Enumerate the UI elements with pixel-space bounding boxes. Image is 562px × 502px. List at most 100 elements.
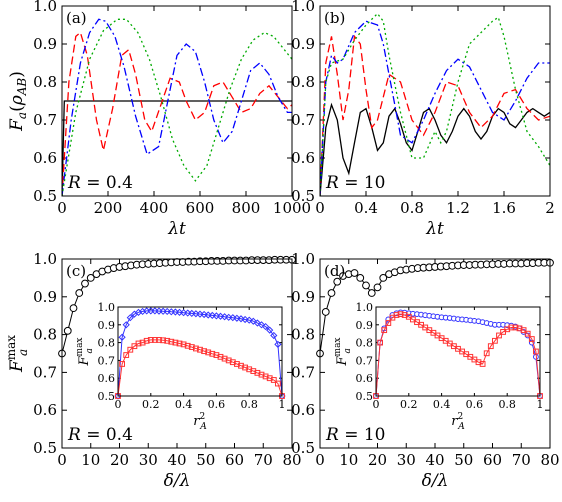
data-point [362,281,370,290]
series-line-0 [62,100,292,196]
x-tick-label: 40 [425,451,444,469]
x-tick-label: 30 [397,451,416,469]
x-axis-label: δ/λ [422,471,449,491]
y-tick-label: 0.7 [291,363,315,381]
x-tick-label: 0.2 [142,398,160,411]
r-annotation: R = 10 [325,173,386,193]
x-tick-label: 50 [196,451,215,469]
panel-top-right: 0 0.4 0.8 1.2 1.6 2 0.5 0.6 0.7 0.8 0.9 1.0 (b) R = 1… [291,0,555,239]
data-point [321,308,330,316]
data-point [377,339,384,346]
x-tick-label: 0.8 [240,398,258,411]
x-tick-label: 10 [81,451,100,469]
data-point [487,343,494,350]
y-tick-label: 0.8 [33,73,57,91]
data-point [143,337,150,344]
y-tick-label: 0.6 [356,372,374,385]
x-tick-label: 30 [139,451,158,469]
y-tick-label: 1.0 [356,301,374,314]
data-point [126,314,134,322]
data-point [63,326,72,335]
panel-label: (a) [66,9,87,27]
x-tick-label: 60 [483,451,502,469]
x-tick-label: 20 [368,451,387,469]
data-point [242,364,248,371]
data-point [520,327,527,334]
plot-frame [319,5,551,197]
data-point [492,337,498,344]
y-tick-label: 0.8 [291,73,315,91]
data-point [164,337,171,344]
data-point [221,355,228,362]
data-point [350,269,359,277]
data-point [197,346,203,353]
y-tick-label: 0.5 [356,390,374,403]
data-point [152,337,158,343]
y-tick-label: 0.9 [33,288,57,306]
data-point [379,274,388,282]
data-point [225,357,232,364]
data-point [172,339,179,346]
data-point [270,377,277,383]
data-point [220,313,229,321]
x-tick-label: 50 [454,451,473,469]
data-point [275,380,281,387]
data-point [147,337,154,343]
x-tick-label: 1000 [273,199,311,217]
x-tick-label: 0 [115,398,122,411]
panel-bottom-right: 0 10 20 30 40 50 60 70 800.50.60.70.80.91.0(d)R … [291,250,559,491]
x-axis-label: δ/λ [164,471,191,491]
x-tick-label: 0 [57,199,67,217]
data-point [496,332,502,339]
y-tick-label: 0.6 [291,149,315,167]
data-point [258,371,265,378]
data-point [533,348,539,355]
y-tick-label: 0.9 [291,35,315,53]
x-axis-label: λt [425,219,444,239]
y-tick-label: 0.9 [356,319,374,332]
y-tick-label: 0.5 [98,390,116,403]
x-tick-label: 1.6 [492,199,516,217]
data-point [238,362,244,369]
x-tick-label: 1.2 [446,199,470,217]
series-line-3 [62,18,292,196]
data-point [397,311,404,318]
y-tick-label: 0.7 [33,111,57,129]
data-point [118,333,126,341]
y-tick-label: 0.9 [98,319,116,332]
data-point [262,373,269,380]
plot-frame [61,5,293,197]
y-tick-label: 0.5 [291,439,315,457]
data-point [249,317,257,325]
data-point [229,359,236,366]
y-tick-label: 0.5 [291,187,315,205]
x-tick-label: 0.4 [354,199,378,217]
x-tick-label: 80 [282,451,301,469]
data-point [508,324,515,331]
plot-frame [319,258,551,449]
data-point [123,352,130,358]
data-point [180,341,187,348]
x-tick-label: 0 [315,199,325,217]
x-tick-label: 1 [279,398,286,411]
data-point [274,340,282,348]
x-tick-label: 0.2 [400,398,418,411]
data-point [193,345,199,352]
y-tick-label: 0.5 [33,439,57,457]
y-tick-label: 1.0 [291,250,315,268]
data-point [208,311,216,319]
data-point [516,325,523,332]
y-tick-label: 0.7 [356,354,374,367]
data-point [75,289,84,297]
data-point [524,330,531,337]
data-point [201,348,207,355]
data-point [184,342,191,349]
data-point [241,315,249,324]
y-tick-label: 0.6 [98,372,116,385]
data-point [504,326,511,333]
inset-y-axis-label: Fmaxa [75,337,95,366]
x-tick-label: 2 [545,199,555,217]
y-tick-label: 0.6 [33,401,57,419]
data-point [234,361,240,367]
data-point [266,375,273,382]
